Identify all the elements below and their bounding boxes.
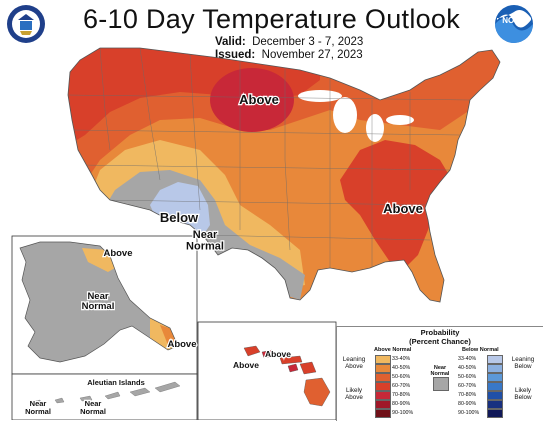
legend-above-bin-range: 80-90% (392, 401, 411, 407)
legend-likely-below: Likely Below (514, 387, 532, 401)
legend-below-bin-range: 50-60% (458, 374, 477, 380)
legend-leaning-above: Leaning Above (342, 356, 366, 370)
legend-below-bin-swatch (487, 364, 503, 373)
legend-below-bin-range: 70-80% (458, 392, 477, 398)
label-above-north-central: Above (239, 92, 279, 107)
legend-below-bin-range: 90-100% (458, 410, 480, 416)
legend-below-bin-swatch (487, 355, 503, 364)
legend-below-bin-swatch (487, 400, 503, 409)
legend-above-bin-range: 33-40% (392, 356, 411, 362)
legend-below-bin-range: 80-90% (458, 401, 477, 407)
legend-below-bin-swatch (487, 391, 503, 400)
issued-label: Issued: (215, 49, 256, 61)
label-near-normal-alaska: Near Normal (82, 291, 115, 312)
legend-above-bin-swatch (375, 355, 391, 364)
label-above-alaska-southeast: Above (167, 339, 196, 350)
label-near-normal-aleutian-left: Near Normal (25, 399, 51, 416)
legend-below-bin-swatch (487, 409, 503, 418)
label-below-southwest: Below (160, 210, 199, 225)
valid-dates: Valid: December 3 - 7, 2023 (215, 36, 363, 48)
legend-below-bin-range: 40-50% (458, 365, 477, 371)
legend-above-bin-range: 40-50% (392, 365, 411, 371)
legend-title-line1: Probability (420, 328, 460, 337)
legend-above-bin-swatch (375, 364, 391, 373)
legend-above-bin-swatch (375, 373, 391, 382)
valid-label: Valid: (215, 36, 246, 48)
valid-value: December 3 - 7, 2023 (252, 36, 364, 48)
label-above-alaska-north: Above (103, 248, 132, 259)
legend-near-normal-label: Near Normal (430, 365, 450, 377)
legend-title-line2: (Percent Chance) (409, 337, 471, 346)
label-near-normal-aleutian-mid: Near Normal (80, 399, 106, 416)
issued-value: November 27, 2023 (261, 49, 363, 61)
legend-above-bin-range: 90-100% (392, 410, 414, 416)
label-above-hawaii-left: Above (233, 360, 259, 370)
legend-below-bin-swatch (487, 373, 503, 382)
aleutian-islands-shapes (29, 381, 181, 406)
legend-above-bin-swatch (375, 400, 391, 409)
hawaii-islands-shapes (243, 345, 331, 407)
legend-above-bin-range: 60-70% (392, 383, 411, 389)
legend-above-bin-swatch (375, 391, 391, 400)
svg-text:NOAA: NOAA (502, 16, 526, 25)
page-title: 6-10 Day Temperature Outlook (82, 4, 461, 34)
conus-outline (67, 47, 501, 303)
legend-above-header: Above Normal (374, 347, 412, 353)
commerce-seal-icon (7, 5, 45, 43)
label-above-hawaii-right: Above (265, 349, 291, 359)
legend-below-bin-swatch (487, 382, 503, 391)
legend-below-bin-range: 33-40% (458, 356, 477, 362)
label-near-normal-southwest: Near Normal (186, 229, 224, 253)
legend-leaning-below: Leaning Below (511, 356, 535, 370)
legend-above-bin-range: 50-60% (392, 374, 411, 380)
legend-above-bin-swatch (375, 382, 391, 391)
label-above-southeast: Above (383, 201, 423, 216)
legend-above-bin-swatch (375, 409, 391, 418)
legend-near-normal-swatch (433, 377, 449, 391)
legend-below-header: Below Normal (462, 347, 499, 353)
noaa-logo-icon: NOAA (495, 5, 533, 43)
legend-likely-above: Likely Above (345, 387, 363, 401)
aleutian-title: Aleutian Islands (87, 378, 145, 387)
legend-above-bin-range: 70-80% (392, 392, 411, 398)
probability-legend: Probability (Percent Chance) Above Norma… (336, 326, 543, 421)
legend-below-bin-range: 60-70% (458, 383, 477, 389)
aleutian-inset (11, 373, 198, 420)
issued-date: Issued: November 27, 2023 (215, 49, 363, 61)
